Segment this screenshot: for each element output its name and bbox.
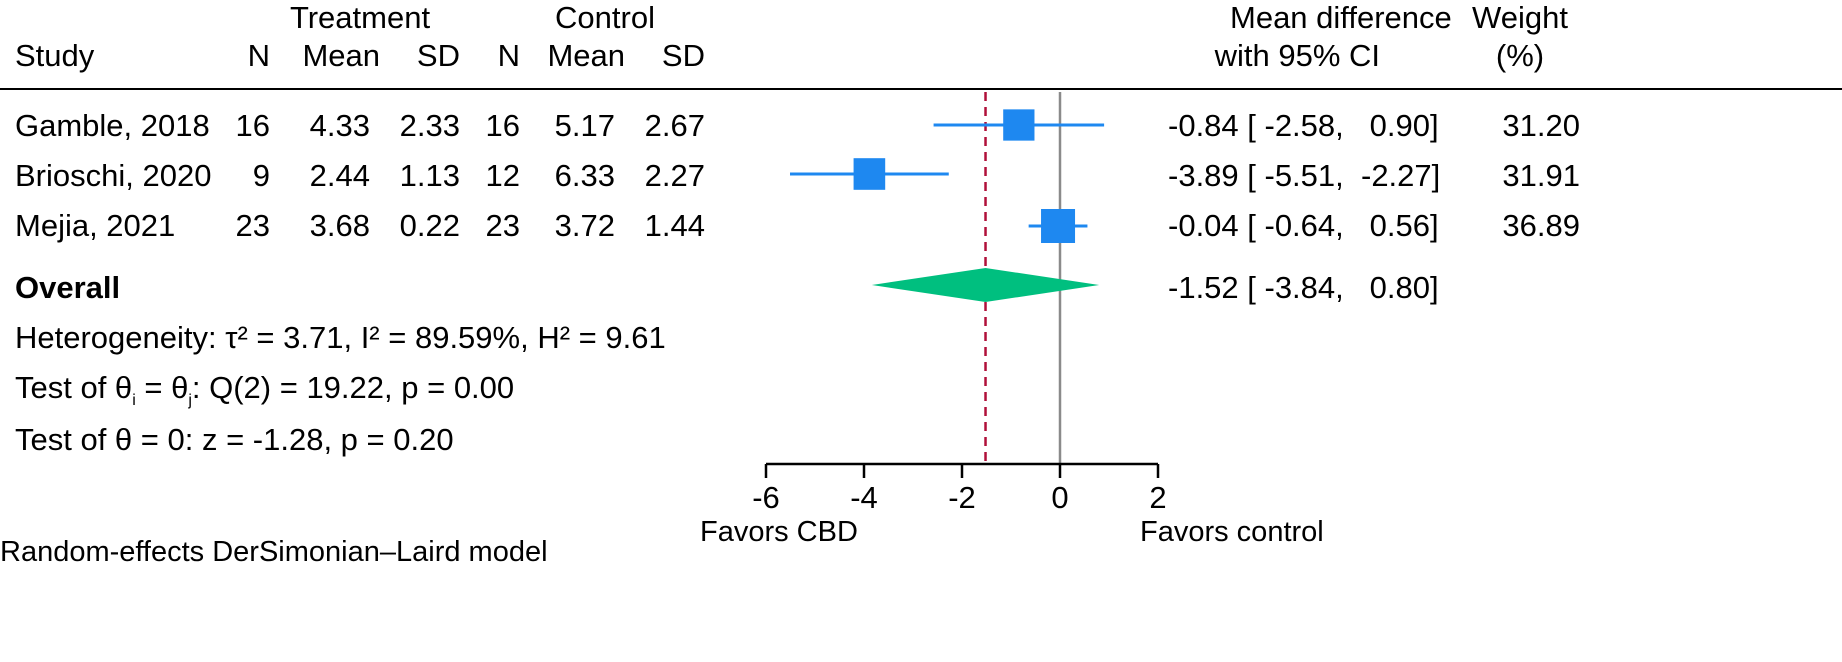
- header-study: Study: [15, 38, 95, 73]
- header-t-mean: Mean: [302, 38, 380, 73]
- t-mean: 2.44: [309, 158, 370, 193]
- c-sd: 2.67: [644, 108, 705, 143]
- axis-label-favors-cbd: Favors CBD: [700, 516, 858, 548]
- x-tick-label: 0: [1051, 480, 1068, 515]
- t-sd: 0.22: [399, 208, 460, 243]
- overall-label: Overall: [15, 270, 121, 305]
- study-name: Mejia, 2021: [15, 208, 176, 243]
- study-ci: -3.89 [ -5.51, -2.27]: [1168, 158, 1441, 193]
- header-c-mean: Mean: [547, 38, 625, 73]
- study-name: Brioschi, 2020: [15, 158, 212, 193]
- header-t-n: N: [247, 38, 270, 73]
- test-q-sub-i: i: [132, 392, 136, 410]
- header-c-n: N: [497, 38, 520, 73]
- test-q-sub-j: j: [188, 392, 192, 410]
- overall-diamond: [871, 268, 1100, 302]
- c-mean: 3.72: [554, 208, 615, 243]
- header-control: Control: [555, 0, 655, 35]
- header-mean-difference: Mean difference: [1230, 0, 1452, 35]
- c-sd: 2.27: [644, 158, 705, 193]
- test-theta-stat: Test of θ = 0: z = -1.28, p = 0.20: [15, 422, 454, 457]
- c-sd: 1.44: [644, 208, 705, 243]
- overall-ci: -1.52 [ -3.84, 0.80]: [1168, 270, 1439, 305]
- t-n: 9: [252, 158, 270, 193]
- x-tick-label: -6: [752, 480, 780, 515]
- x-tick-label: -4: [850, 480, 878, 515]
- study-ci: -0.84 [ -2.58, 0.90]: [1168, 108, 1439, 143]
- t-mean: 3.68: [309, 208, 370, 243]
- test-q-prefix: Test of θ: [15, 370, 133, 405]
- header-c-sd: SD: [661, 38, 705, 73]
- t-sd: 2.33: [399, 108, 460, 143]
- test-q-eq: = θ: [135, 370, 189, 405]
- t-n: 16: [235, 108, 270, 143]
- x-tick-label: -2: [948, 480, 976, 515]
- study-ci: -0.04 [ -0.64, 0.56]: [1168, 208, 1439, 243]
- c-n: 16: [485, 108, 520, 143]
- t-mean: 4.33: [309, 108, 370, 143]
- x-tick-label: 2: [1149, 480, 1166, 515]
- c-mean: 6.33: [554, 158, 615, 193]
- model-note: Random-effects DerSimonian–Laird model: [0, 536, 548, 568]
- t-n: 23: [235, 208, 270, 243]
- t-sd: 1.13: [399, 158, 460, 193]
- axis-label-favors-control: Favors control: [1140, 516, 1324, 548]
- study-marker: [853, 158, 886, 190]
- c-n: 12: [485, 158, 520, 193]
- study-name: Gamble, 2018: [15, 108, 210, 143]
- header-weight: Weight: [1472, 0, 1568, 35]
- c-mean: 5.17: [554, 108, 615, 143]
- heterogeneity-stat: Heterogeneity: τ² = 3.71, I² = 89.59%, H…: [15, 320, 666, 355]
- header-weight-unit: (%): [1495, 38, 1545, 73]
- c-n: 23: [485, 208, 520, 243]
- study-marker: [1003, 109, 1035, 141]
- header-rule: [0, 88, 1842, 90]
- study-weight: 36.89: [1502, 208, 1580, 243]
- test-q-rest: : Q(2) = 19.22, p = 0.00: [191, 370, 515, 405]
- header-treatment: Treatment: [289, 0, 431, 35]
- study-marker: [1041, 209, 1076, 243]
- study-weight: 31.20: [1502, 108, 1580, 143]
- study-weight: 31.91: [1502, 158, 1580, 193]
- header-ci: with 95% CI: [1214, 38, 1380, 73]
- header-t-sd: SD: [416, 38, 460, 73]
- test-q-stat: Test of θi = θj: Q(2) = 19.22, p = 0.00: [15, 372, 514, 409]
